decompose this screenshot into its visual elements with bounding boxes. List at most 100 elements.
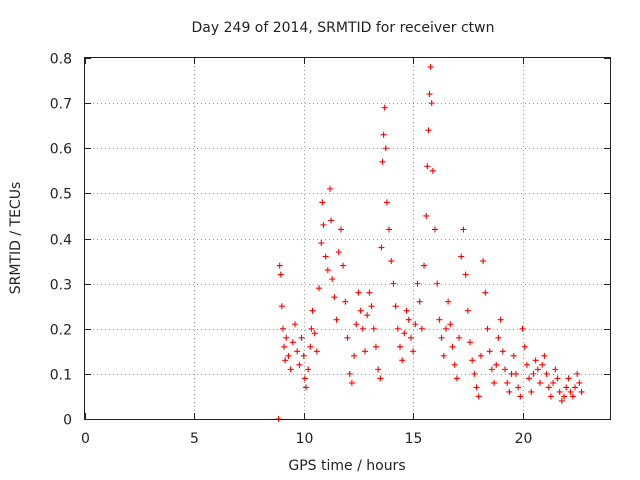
data-point <box>414 280 421 287</box>
data-point <box>296 361 303 368</box>
data-point <box>462 271 469 278</box>
data-point <box>410 348 417 355</box>
data-point <box>453 375 460 382</box>
data-point <box>425 127 432 134</box>
data-point <box>416 298 423 305</box>
data-point <box>554 375 561 382</box>
data-point <box>534 366 541 373</box>
data-point <box>451 361 458 368</box>
data-point <box>556 388 563 395</box>
data-point <box>277 271 284 278</box>
data-point <box>576 379 583 386</box>
data-point <box>287 366 294 373</box>
data-point <box>403 307 410 314</box>
data-point <box>421 262 428 269</box>
data-point <box>316 285 323 292</box>
y-tick-label: 0.3 <box>50 278 72 294</box>
data-point <box>383 199 390 206</box>
y-tick-label: 0 <box>63 413 72 429</box>
data-point <box>388 258 395 265</box>
data-point <box>458 253 465 260</box>
data-point <box>320 221 327 228</box>
data-point <box>281 343 288 350</box>
data-point <box>294 348 301 355</box>
data-point <box>442 325 449 332</box>
data-point <box>567 388 574 395</box>
data-point <box>399 357 406 364</box>
data-point <box>480 258 487 265</box>
data-point <box>541 352 548 359</box>
data-point <box>428 100 435 107</box>
data-point <box>484 325 491 332</box>
data-point <box>506 388 513 395</box>
data-point <box>499 348 506 355</box>
data-point <box>282 357 289 364</box>
data-point <box>515 384 522 391</box>
data-point <box>561 393 568 400</box>
data-point <box>342 298 349 305</box>
data-point <box>285 352 292 359</box>
data-point <box>578 388 585 395</box>
data-point <box>328 217 335 224</box>
data-point <box>424 163 431 170</box>
data-point <box>289 339 296 346</box>
data-point <box>532 357 539 364</box>
data-point <box>558 397 565 404</box>
data-point <box>276 262 283 269</box>
data-point <box>477 352 484 359</box>
data-point <box>405 316 412 323</box>
data-point <box>456 334 463 341</box>
y-axis-label: SRMTID / TECUs <box>8 182 24 295</box>
data-point <box>355 289 362 296</box>
data-point <box>309 307 316 314</box>
data-point <box>445 298 452 305</box>
data-point <box>394 325 401 332</box>
data-point <box>353 321 360 328</box>
data-point <box>331 294 338 301</box>
data-point <box>482 289 489 296</box>
data-point <box>447 321 454 328</box>
data-point <box>547 393 554 400</box>
data-point <box>569 393 576 400</box>
axis-ticks <box>85 58 610 420</box>
data-point <box>366 289 373 296</box>
data-point <box>545 384 552 391</box>
y-tick-label: 0.1 <box>50 368 72 384</box>
data-point <box>528 388 535 395</box>
data-point <box>429 167 436 174</box>
y-tick-labels: 0 0.1 0.2 0.3 0.4 0.5 0.6 0.7 0.8 <box>50 52 72 429</box>
y-tick-label: 0.8 <box>50 52 72 68</box>
data-point <box>434 280 441 287</box>
data-point <box>364 312 371 319</box>
data-point <box>392 303 399 310</box>
plot-frame <box>84 57 611 420</box>
data-point <box>464 307 471 314</box>
data-point <box>381 104 388 111</box>
data-point <box>471 370 478 377</box>
data-point <box>379 158 386 165</box>
x-tick-label: 5 <box>190 431 199 447</box>
data-point <box>517 393 524 400</box>
data-point <box>382 145 389 152</box>
data-point <box>510 352 517 359</box>
data-point <box>346 370 353 377</box>
data-point <box>380 131 387 138</box>
data-point <box>552 366 559 373</box>
data-point <box>563 384 570 391</box>
data-point <box>298 334 305 341</box>
data-point <box>449 343 456 350</box>
data-point <box>329 276 336 283</box>
data-point <box>313 348 320 355</box>
data-point <box>438 334 445 341</box>
data-point <box>475 393 482 400</box>
data-point <box>324 267 331 274</box>
data-point <box>426 91 433 98</box>
data-point <box>504 379 511 386</box>
data-point <box>491 379 498 386</box>
data-point <box>278 303 285 310</box>
data-point <box>368 303 375 310</box>
data-point <box>502 366 508 373</box>
data-point <box>300 352 307 359</box>
data-point <box>390 280 397 287</box>
